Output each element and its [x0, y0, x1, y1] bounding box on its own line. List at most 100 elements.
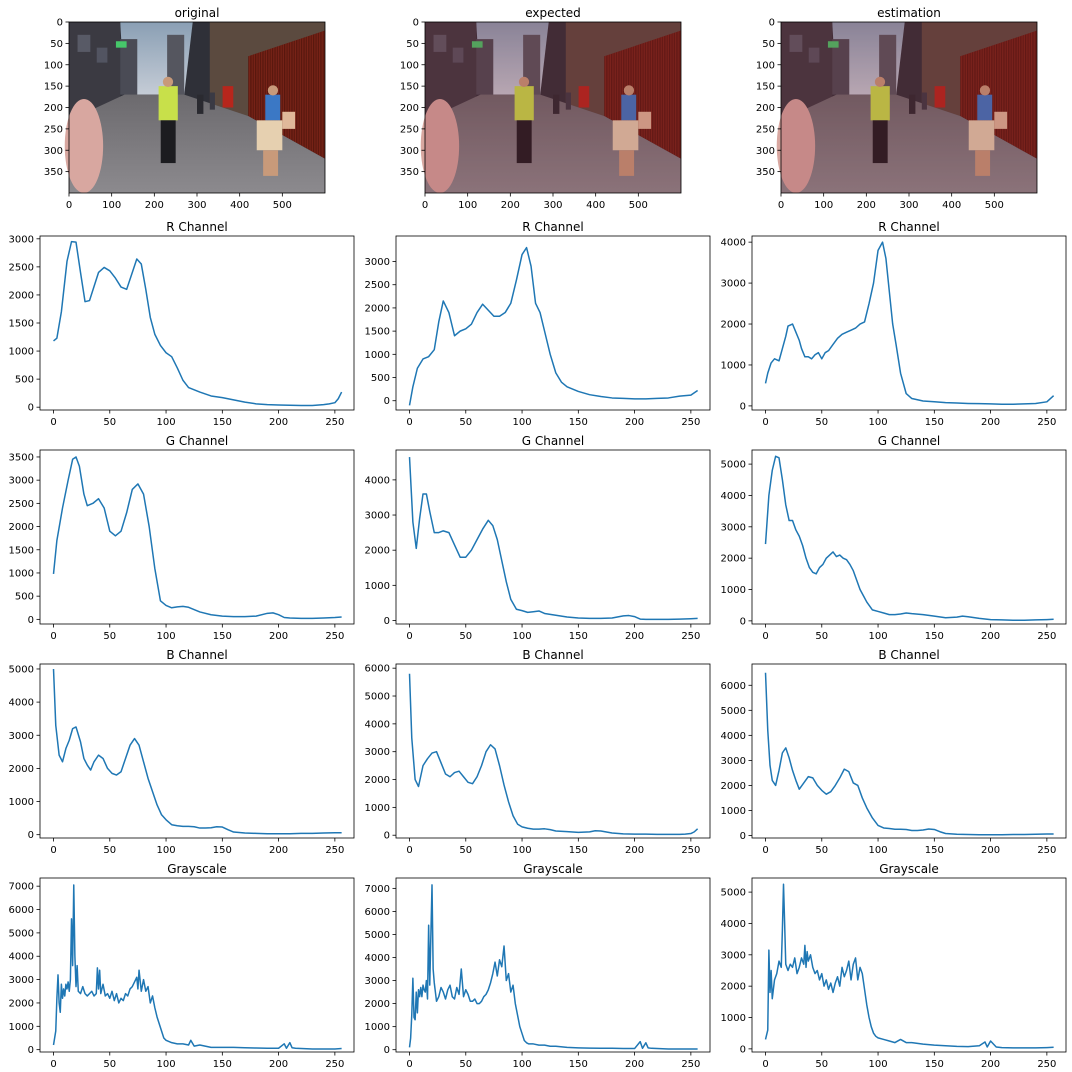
x-tick-label: 150 — [569, 631, 588, 642]
chart-panel-3-1: B Channel 0 50 100 150 200 250 0 1000 2000 3000 400… — [9, 648, 355, 856]
y-tick-label: 4000 — [365, 953, 390, 964]
y-tick-label: 7000 — [9, 882, 34, 893]
y-tick-label: 200 — [756, 103, 775, 114]
y-tick-label: 300 — [756, 146, 775, 157]
y-tick-label: 6000 — [9, 905, 34, 916]
y-tick-label: 3000 — [365, 257, 390, 268]
y-tick-label: 250 — [400, 124, 419, 135]
x-tick-label: 200 — [269, 845, 288, 856]
x-tick-label: 250 — [325, 631, 344, 642]
y-tick-label: 1000 — [9, 1022, 34, 1033]
plot-frame — [751, 235, 1067, 411]
y-tick-label: 3000 — [721, 950, 746, 961]
x-tick-label: 0 — [66, 200, 72, 211]
chart-panel-3-3: B Channel 0 50 100 150 200 250 0 1000 2000 3000 400… — [721, 648, 1067, 856]
y-tick-label: 3000 — [365, 511, 390, 522]
y-tick-label: 200 — [400, 103, 419, 114]
chart-title: Grayscale — [167, 862, 227, 876]
photo-content — [64, 22, 325, 193]
chart-title: G Channel — [166, 434, 228, 448]
histogram-line — [764, 672, 1054, 836]
y-tick-label: 150 — [44, 82, 63, 93]
y-tick-label: 2000 — [721, 781, 746, 792]
y-tick-label: 2000 — [721, 320, 746, 331]
plot-frame — [39, 235, 355, 411]
x-tick-label: 150 — [925, 1059, 944, 1070]
image-title: original — [175, 6, 220, 20]
y-tick-label: 6000 — [721, 681, 746, 692]
plot-frame — [395, 877, 711, 1053]
x-tick-label: 0 — [762, 631, 768, 642]
x-tick-label: 500 — [629, 200, 648, 211]
y-tick-label: 4000 — [9, 952, 34, 963]
x-tick-label: 300 — [187, 200, 206, 211]
plot-frame — [751, 449, 1067, 625]
x-tick-label: 0 — [778, 200, 784, 211]
x-tick-label: 0 — [422, 200, 428, 211]
chart-title: R Channel — [878, 220, 939, 234]
x-tick-label: 200 — [981, 631, 1000, 642]
histogram-line — [52, 668, 342, 835]
y-tick-label: 4000 — [721, 491, 746, 502]
x-tick-label: 250 — [1037, 417, 1056, 428]
y-tick-label: 2500 — [9, 499, 34, 510]
chart-title: B Channel — [166, 648, 227, 662]
x-tick-label: 300 — [543, 200, 562, 211]
y-tick-label: 5000 — [9, 664, 34, 675]
y-tick-label: 1500 — [9, 545, 34, 556]
y-tick-label: 2000 — [9, 290, 34, 301]
y-tick-label: 2500 — [9, 262, 34, 273]
x-tick-label: 50 — [815, 1059, 828, 1070]
x-tick-label: 200 — [625, 417, 644, 428]
y-tick-label: 1000 — [9, 568, 34, 579]
x-tick-label: 250 — [681, 845, 700, 856]
y-tick-label: 0 — [384, 616, 390, 627]
x-tick-label: 0 — [406, 1059, 412, 1070]
y-tick-label: 150 — [400, 82, 419, 93]
histogram-line — [408, 456, 698, 621]
y-tick-label: 1000 — [9, 347, 34, 358]
chart-panel-4-1: Grayscale 0 50 100 150 200 250 0 1000 2000 3000 400… — [9, 862, 355, 1070]
chart-title: Grayscale — [879, 862, 939, 876]
plot-frame — [39, 877, 355, 1053]
chart-panel-1-3: R Channel 0 50 100 150 200 250 0 1000 2000 3000 400… — [721, 220, 1067, 428]
y-tick-label: 4000 — [365, 475, 390, 486]
x-tick-label: 100 — [513, 417, 532, 428]
x-tick-label: 150 — [569, 1059, 588, 1070]
y-tick-label: 2500 — [365, 280, 390, 291]
y-tick-label: 250 — [756, 124, 775, 135]
x-tick-label: 50 — [103, 631, 116, 642]
x-tick-label: 200 — [501, 200, 520, 211]
chart-panel-2-2: G Channel 0 50 100 150 200 250 0 1000 2000 3000 400… — [365, 434, 711, 642]
chart-panel-3-2: B Channel 0 50 100 150 200 250 0 1000 2000 3000 400… — [365, 648, 711, 856]
chart-title: G Channel — [878, 434, 940, 448]
x-tick-label: 200 — [857, 200, 876, 211]
y-tick-label: 6000 — [365, 907, 390, 918]
y-tick-label: 350 — [44, 167, 63, 178]
histogram-line — [52, 884, 342, 1050]
image-title: expected — [525, 6, 581, 20]
x-tick-label: 500 — [985, 200, 1004, 211]
x-tick-label: 250 — [1037, 631, 1056, 642]
x-tick-label: 50 — [815, 417, 828, 428]
x-tick-label: 150 — [569, 417, 588, 428]
x-tick-label: 150 — [213, 845, 232, 856]
x-tick-label: 100 — [869, 845, 888, 856]
y-tick-label: 3000 — [721, 756, 746, 767]
y-tick-label: 3000 — [365, 976, 390, 987]
y-tick-label: 3500 — [9, 452, 34, 463]
x-tick-label: 300 — [899, 200, 918, 211]
x-tick-label: 100 — [157, 845, 176, 856]
plot-frame — [751, 877, 1067, 1053]
y-tick-label: 100 — [44, 60, 63, 71]
x-tick-label: 400 — [586, 200, 605, 211]
x-tick-label: 500 — [273, 200, 292, 211]
y-tick-label: 1000 — [721, 1013, 746, 1024]
y-tick-label: 7000 — [365, 884, 390, 895]
y-tick-label: 6000 — [365, 664, 390, 675]
y-tick-label: 350 — [756, 167, 775, 178]
x-tick-label: 0 — [762, 845, 768, 856]
y-tick-label: 1000 — [721, 360, 746, 371]
y-tick-label: 1000 — [721, 806, 746, 817]
